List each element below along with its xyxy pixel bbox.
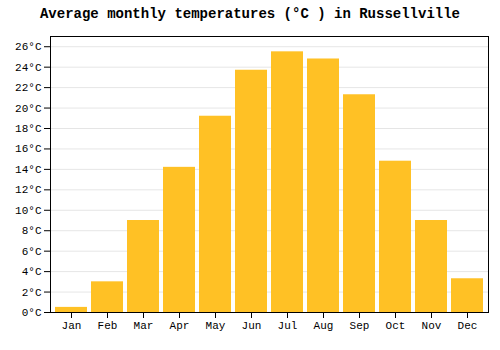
svg-text:16°C: 16°C [15,143,42,155]
svg-text:14°C: 14°C [15,164,42,176]
svg-text:Jan: Jan [62,320,82,332]
html-text:Average monthly temperatures (: Average monthly temperatures (°C ) in Ru… [40,6,460,22]
svg-text:Jul: Jul [278,320,298,332]
svg-text:Jun: Jun [242,320,262,332]
svg-text:18°C: 18°C [15,123,42,135]
svg-text:2°C: 2°C [22,287,42,299]
svg-text:10°C: 10°C [15,205,42,217]
svg-text:Nov: Nov [422,320,442,332]
svg-text:24°C: 24°C [15,62,42,74]
svg-text:12°C: 12°C [15,184,42,196]
svg-text:0°C: 0°C [22,307,42,319]
svg-text:Oct: Oct [386,320,406,332]
svg-text:May: May [206,320,226,332]
svg-text:Dec: Dec [458,320,478,332]
svg-text:6°C: 6°C [22,246,42,258]
svg-text:Apr: Apr [170,320,190,332]
svg-text:22°C: 22°C [15,82,42,94]
svg-text:Mar: Mar [134,320,154,332]
svg-text:26°C: 26°C [15,41,42,53]
svg-text:Feb: Feb [98,320,118,332]
svg-text:Sep: Sep [350,320,370,332]
svg-text:20°C: 20°C [15,103,42,115]
svg-text:8°C: 8°C [22,225,42,237]
svg-text:4°C: 4°C [22,266,42,278]
svg-text:Aug: Aug [314,320,334,332]
